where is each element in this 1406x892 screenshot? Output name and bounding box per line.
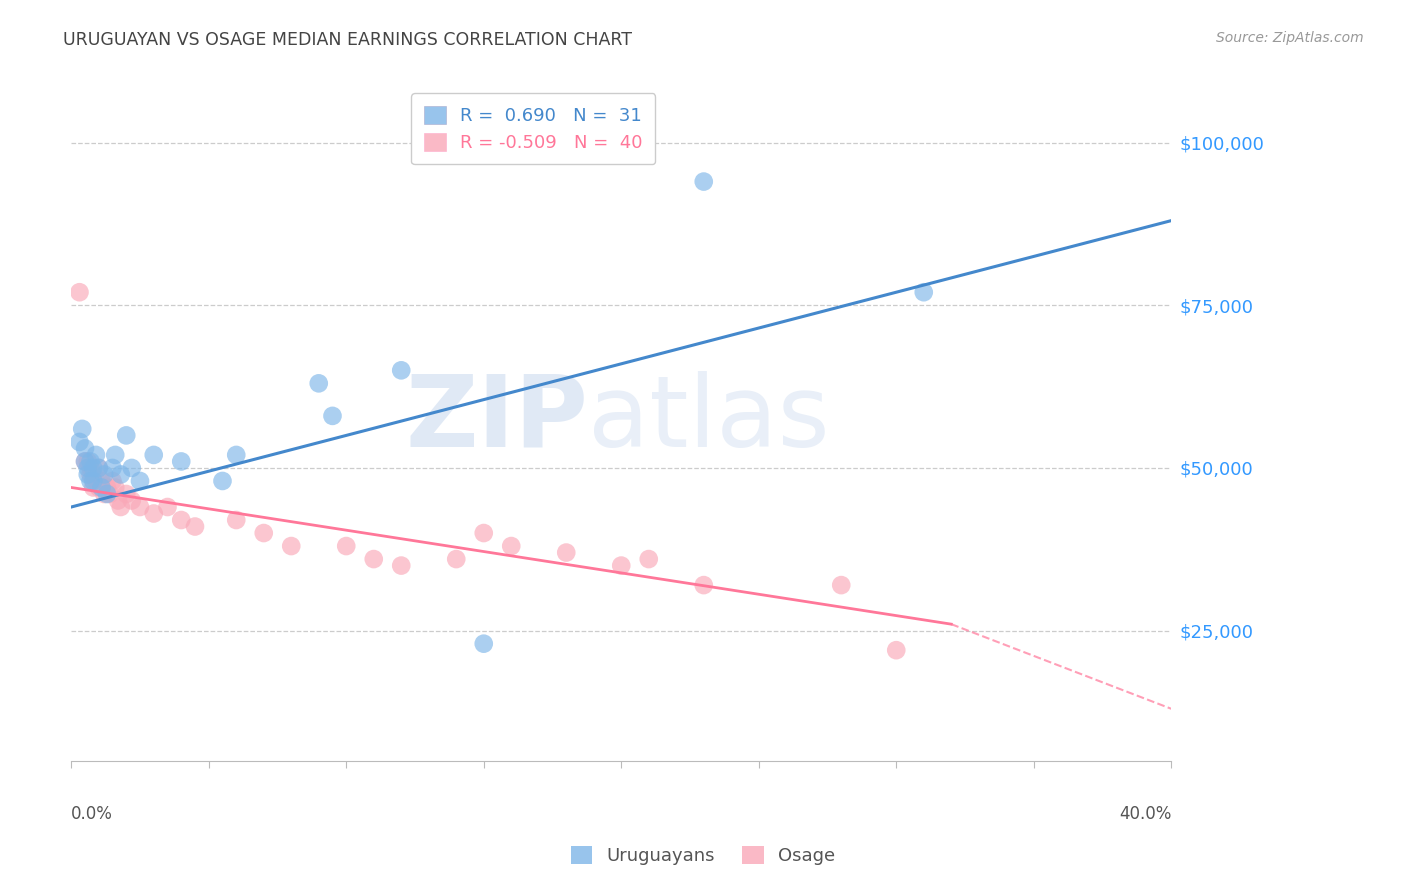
Point: [90, 474, 112, 488]
Point: [84, 448, 107, 462]
Point: [96, 480, 118, 494]
Point: [73, 442, 96, 456]
Point: [73, 454, 96, 468]
Point: [308, 376, 330, 391]
Point: [156, 500, 179, 514]
Point: [93, 487, 115, 501]
Point: [104, 480, 127, 494]
Point: [637, 552, 659, 566]
Point: [912, 285, 935, 300]
Point: [142, 507, 165, 521]
Point: [830, 578, 852, 592]
Point: [82, 480, 104, 494]
Point: [610, 558, 633, 573]
Text: 0.0%: 0.0%: [72, 805, 112, 823]
Point: [170, 513, 193, 527]
Point: [70, 422, 93, 436]
Point: [121, 493, 143, 508]
Point: [69, 285, 91, 300]
Point: [115, 428, 138, 442]
Point: [253, 526, 276, 541]
Point: [84, 474, 107, 488]
Point: [79, 467, 101, 482]
Point: [693, 578, 716, 592]
Text: URUGUAYAN VS OSAGE MEDIAN EARNINGS CORRELATION CHART: URUGUAYAN VS OSAGE MEDIAN EARNINGS CORRE…: [63, 31, 633, 49]
Point: [90, 480, 112, 494]
Point: [693, 175, 716, 189]
Point: [389, 558, 412, 573]
Point: [79, 474, 101, 488]
Legend: Uruguayans, Osage: Uruguayans, Osage: [564, 838, 842, 872]
Point: [76, 467, 98, 482]
Point: [472, 526, 495, 541]
Point: [115, 487, 138, 501]
Point: [321, 409, 343, 423]
Point: [79, 454, 101, 468]
Point: [110, 500, 132, 514]
Point: [225, 448, 247, 462]
Point: [98, 487, 121, 501]
Point: [472, 637, 495, 651]
Point: [110, 467, 132, 482]
Text: 40.0%: 40.0%: [1119, 805, 1171, 823]
Point: [93, 467, 115, 482]
Legend: R =  0.690   N =  31, R = -0.509   N =  40: R = 0.690 N = 31, R = -0.509 N = 40: [412, 94, 655, 164]
Point: [225, 513, 247, 527]
Point: [884, 643, 907, 657]
Point: [501, 539, 523, 553]
Point: [129, 500, 152, 514]
Point: [444, 552, 467, 566]
Point: [101, 461, 124, 475]
Point: [87, 461, 110, 475]
Point: [73, 454, 96, 468]
Point: [104, 448, 127, 462]
Point: [121, 461, 143, 475]
Point: [76, 461, 98, 475]
Point: [76, 454, 98, 468]
Point: [82, 467, 104, 482]
Point: [555, 545, 578, 559]
Point: [82, 461, 104, 475]
Point: [87, 480, 110, 494]
Point: [129, 474, 152, 488]
Point: [101, 474, 124, 488]
Point: [87, 461, 110, 475]
Point: [389, 363, 412, 377]
Point: [211, 474, 233, 488]
Point: [82, 474, 104, 488]
Point: [363, 552, 385, 566]
Point: [69, 434, 91, 449]
Point: [107, 493, 129, 508]
Point: [184, 519, 207, 533]
Text: ZIP: ZIP: [405, 371, 588, 467]
Text: atlas: atlas: [588, 371, 830, 467]
Point: [335, 539, 357, 553]
Point: [96, 487, 118, 501]
Text: Source: ZipAtlas.com: Source: ZipAtlas.com: [1216, 31, 1364, 45]
Point: [280, 539, 302, 553]
Point: [170, 454, 193, 468]
Point: [79, 461, 101, 475]
Point: [142, 448, 165, 462]
